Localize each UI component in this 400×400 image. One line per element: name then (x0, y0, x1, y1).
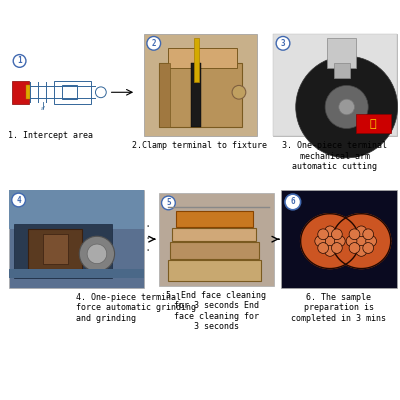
Circle shape (363, 229, 374, 240)
Bar (194, 38, 199, 82)
Text: 1: 1 (17, 56, 22, 66)
Text: 2: 2 (152, 39, 156, 48)
Circle shape (366, 236, 376, 246)
Bar (9, 268, 144, 278)
Bar (168, 260, 262, 281)
Bar (273, 34, 396, 136)
Text: ·: · (146, 232, 150, 246)
Text: 正: 正 (370, 119, 376, 129)
Text: 4: 4 (16, 196, 21, 204)
Text: 5. End face cleaning
for 3 seconds End
face cleaning for
3 seconds: 5. End face cleaning for 3 seconds End f… (166, 291, 266, 331)
Polygon shape (332, 214, 391, 268)
Circle shape (325, 236, 335, 246)
Bar (356, 114, 391, 134)
Circle shape (356, 236, 367, 246)
Circle shape (356, 226, 367, 237)
Circle shape (339, 99, 354, 115)
Circle shape (318, 229, 328, 240)
Circle shape (296, 56, 398, 158)
Bar (43, 234, 68, 264)
Bar (9, 190, 144, 288)
Bar (159, 63, 170, 126)
Circle shape (318, 242, 328, 253)
Circle shape (332, 242, 342, 253)
Bar (62, 86, 77, 99)
Bar (176, 211, 253, 228)
Circle shape (346, 236, 357, 246)
Circle shape (356, 246, 367, 256)
Bar (334, 63, 350, 78)
Bar (26, 86, 30, 99)
Bar (172, 228, 256, 241)
Circle shape (325, 226, 335, 237)
Bar (281, 190, 396, 288)
Bar (170, 242, 258, 259)
Circle shape (285, 194, 301, 210)
Circle shape (332, 229, 342, 240)
Circle shape (349, 242, 360, 253)
Text: 3: 3 (281, 39, 285, 48)
Circle shape (147, 36, 160, 50)
Bar (159, 63, 242, 126)
Text: a': a' (40, 106, 46, 111)
Text: 6: 6 (290, 198, 295, 206)
Bar (159, 193, 274, 286)
Bar (12, 80, 29, 104)
Circle shape (325, 246, 335, 256)
Text: 6. The sample
preparation is
completed in 3 mins: 6. The sample preparation is completed i… (291, 293, 386, 323)
Circle shape (232, 86, 246, 99)
Bar (54, 80, 91, 104)
Circle shape (334, 236, 345, 246)
Polygon shape (301, 214, 359, 268)
Circle shape (276, 36, 290, 50)
Circle shape (315, 236, 326, 246)
Circle shape (12, 193, 26, 207)
Circle shape (87, 244, 107, 264)
Text: 1. Intercept area: 1. Intercept area (8, 132, 94, 140)
Text: 3. One-piece terminal
mechanical arm
automatic cutting: 3. One-piece terminal mechanical arm aut… (282, 141, 387, 171)
Bar (191, 63, 201, 126)
Text: ·: · (146, 244, 150, 258)
Text: 2.Clamp terminal to fixture: 2.Clamp terminal to fixture (132, 141, 267, 150)
Circle shape (349, 229, 360, 240)
Circle shape (325, 86, 368, 128)
Bar (9, 190, 144, 229)
Bar (168, 48, 237, 68)
Bar (14, 224, 112, 278)
Bar (28, 229, 82, 268)
Circle shape (79, 236, 114, 272)
Text: 5: 5 (166, 198, 171, 208)
Bar (273, 34, 396, 136)
Bar (144, 34, 256, 136)
Bar (327, 38, 356, 68)
Text: ·: · (146, 220, 150, 234)
Text: 4. One-piece terminal
force automatic grinding
and grinding: 4. One-piece terminal force automatic gr… (76, 293, 196, 323)
Circle shape (363, 242, 374, 253)
Circle shape (162, 196, 175, 210)
